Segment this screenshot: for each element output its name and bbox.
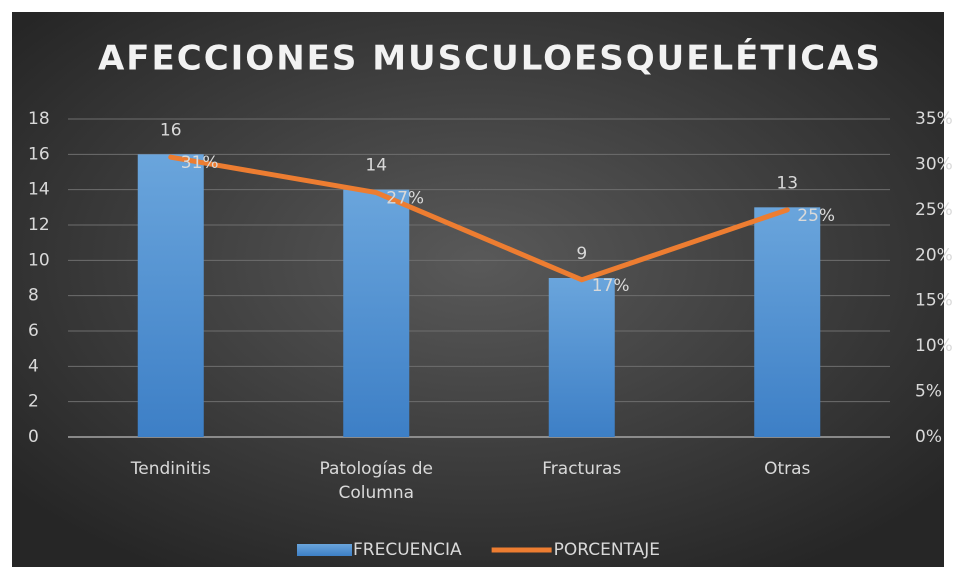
data-label: 13 — [776, 173, 798, 193]
y2-tick-label: 30% — [915, 154, 953, 174]
x-tick-label: Otras — [764, 459, 811, 479]
y2-tick-label: 0% — [915, 427, 942, 447]
y-tick-label: 12 — [28, 215, 50, 235]
legend-swatch — [297, 544, 352, 556]
y-tick-label: 0 — [28, 427, 39, 447]
data-label: 16 — [160, 120, 182, 140]
legend-label: PORCENTAJE — [554, 540, 660, 560]
y2-tick-label: 15% — [915, 291, 953, 311]
data-label: 17% — [592, 276, 630, 296]
data-label: 27% — [386, 189, 424, 209]
y2-tick-label: 25% — [915, 200, 953, 220]
x-tick-label: Fracturas — [542, 459, 622, 479]
chart-title: AFECCIONES MUSCULOESQUELÉTICAS — [98, 38, 882, 79]
data-label: 9 — [576, 244, 587, 264]
y-tick-label: 2 — [28, 392, 39, 412]
y2-tick-label: 35% — [915, 109, 953, 129]
y2-tick-label: 10% — [915, 336, 953, 356]
y-tick-label: 4 — [28, 356, 39, 376]
y-tick-label: 8 — [28, 286, 39, 306]
data-label: 31% — [181, 153, 219, 173]
y-tick-label: 16 — [28, 144, 50, 164]
bar — [137, 154, 204, 438]
bar — [548, 278, 615, 437]
line — [168, 154, 790, 283]
y-tick-label: 14 — [28, 180, 50, 200]
y-tick-label: 6 — [28, 321, 39, 341]
data-label: 14 — [365, 156, 387, 176]
bar — [343, 189, 410, 437]
data-label: 25% — [797, 206, 835, 226]
x-tick-label: Tendinitis — [130, 459, 211, 479]
y2-tick-label: 5% — [915, 382, 942, 402]
y2-tick-label: 20% — [915, 245, 953, 265]
legend-label: FRECUENCIA — [353, 540, 462, 560]
y-tick-label: 10 — [28, 250, 50, 270]
x-tick-label: Patologías de Columna — [319, 459, 434, 503]
y-tick-label: 18 — [28, 109, 50, 129]
bar — [754, 207, 821, 437]
